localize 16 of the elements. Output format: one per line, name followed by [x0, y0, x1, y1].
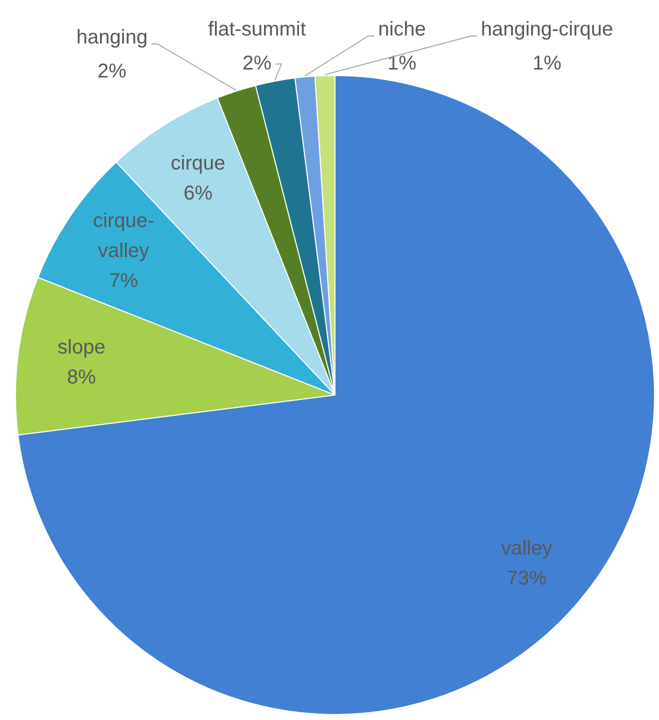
data-label: 8%: [66, 366, 96, 388]
data-label: 1%: [388, 52, 417, 75]
slice-label: valley: [501, 538, 552, 560]
data-label: 1%: [532, 52, 562, 75]
slice-label: hanging-cirque: [480, 18, 614, 41]
slice-label: niche: [378, 18, 426, 41]
slice-label: cirque: [170, 152, 226, 175]
slice-label: flat-summit: [208, 18, 306, 41]
data-label: 2%: [242, 52, 272, 75]
data-label: 6%: [184, 182, 213, 205]
data-label: 2%: [98, 60, 127, 83]
slice-label: slope: [58, 336, 106, 358]
data-label: 73%: [506, 568, 547, 590]
slice-label: cirque-valley: [93, 210, 154, 262]
data-label: 7%: [109, 270, 138, 292]
slice-label: hanging: [76, 26, 148, 49]
